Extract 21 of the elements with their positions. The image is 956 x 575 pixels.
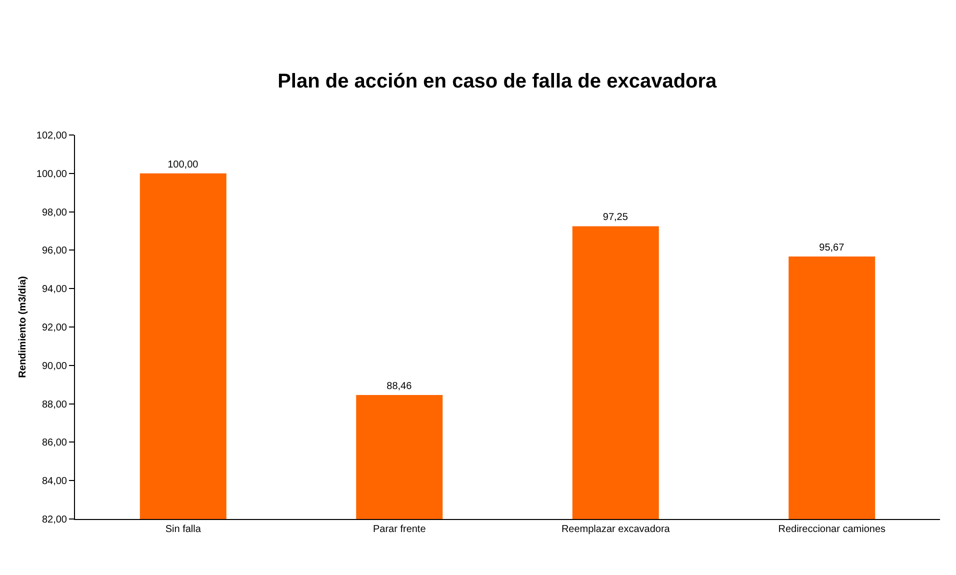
y-tick-label: 82,00: [42, 514, 68, 526]
y-tick-label: 92,00: [42, 322, 68, 334]
data-label: 100,00: [168, 159, 199, 170]
data-label: 95,67: [819, 242, 845, 254]
y-axis-title: Rendimiento (m3/dia): [17, 276, 28, 378]
y-tick-label: 90,00: [42, 360, 68, 372]
y-tick-label: 94,00: [42, 284, 68, 296]
y-tick-label: 98,00: [42, 207, 68, 218]
x-tick-label: Reemplazar excavadora: [561, 524, 670, 535]
y-tick-label: 96,00: [42, 246, 68, 257]
y-tick-label: 84,00: [42, 476, 68, 488]
y-tick-label: 102,00: [36, 130, 68, 142]
chart-title: Plan de acción en caso de falla de excavadora: [278, 70, 718, 92]
x-tick-label: Parar frente: [372, 524, 426, 535]
data-label: 97,25: [602, 212, 628, 224]
data-label: 88,46: [386, 380, 412, 392]
x-tick-label: Sin falla: [165, 524, 202, 535]
y-tick-label: 88,00: [42, 399, 68, 410]
y-tick-label: 86,00: [42, 438, 68, 449]
x-tick-label: Redireccionar camiones: [778, 524, 886, 535]
y-tick-label: 100,00: [36, 168, 68, 180]
